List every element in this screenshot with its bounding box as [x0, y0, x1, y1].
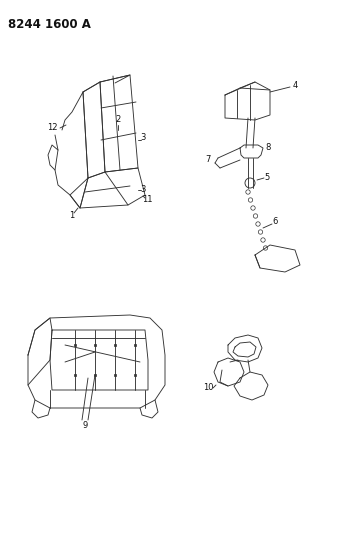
Text: 8: 8	[265, 143, 271, 152]
Text: 9: 9	[82, 421, 88, 430]
Text: 10: 10	[203, 384, 213, 392]
Text: 4: 4	[292, 80, 298, 90]
Text: 3: 3	[140, 133, 146, 142]
Text: 7: 7	[205, 156, 211, 165]
Text: 5: 5	[265, 174, 270, 182]
Text: 6: 6	[272, 217, 278, 227]
Text: 8244 1600 A: 8244 1600 A	[8, 18, 91, 31]
Text: 12: 12	[47, 124, 57, 133]
Text: 1: 1	[69, 211, 74, 220]
Text: 3: 3	[140, 185, 146, 195]
Text: 11: 11	[142, 196, 152, 205]
Text: 2: 2	[115, 116, 121, 125]
